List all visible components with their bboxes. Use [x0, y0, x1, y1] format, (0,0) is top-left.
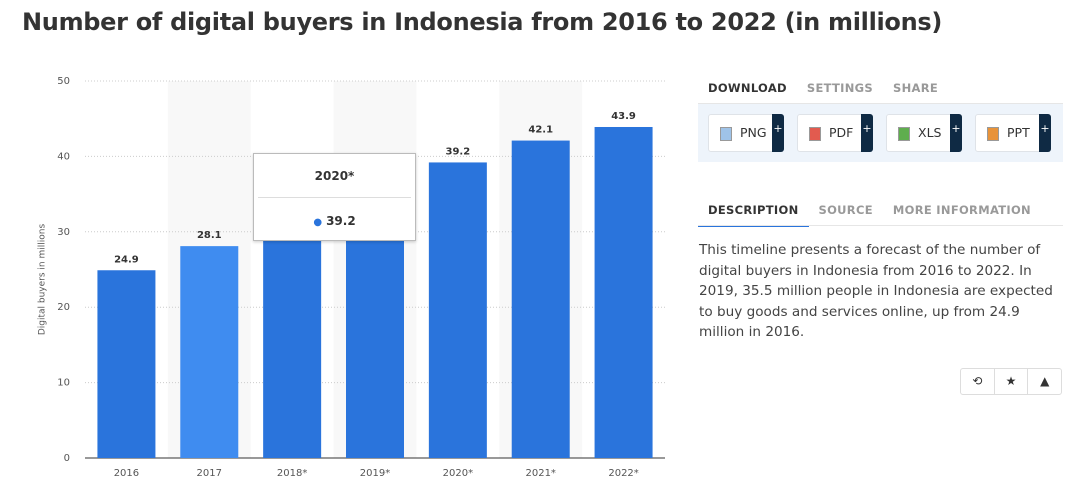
- bar: [263, 218, 322, 458]
- button-label: PPT: [1007, 125, 1030, 140]
- data-label: 39.2: [446, 146, 471, 157]
- bar: [594, 126, 653, 458]
- y-tick-label: 30: [57, 227, 70, 238]
- tooltip-title: 2020*: [314, 169, 355, 183]
- x-tick-label: 2022*: [608, 468, 638, 479]
- tab[interactable]: DOWNLOAD: [698, 81, 797, 105]
- data-label: 43.9: [611, 111, 636, 122]
- info-tabs: DESCRIPTION SOURCE MORE INFORMATION: [698, 203, 1041, 227]
- x-tick-label: 2017: [197, 468, 222, 479]
- xls-button[interactable]: XLS +: [886, 114, 962, 152]
- history-button[interactable]: ⟲: [972, 374, 983, 388]
- page-title: Number of digital buyers in Indonesia fr…: [22, 8, 943, 36]
- tab[interactable]: SHARE: [893, 81, 939, 95]
- tab[interactable]: MORE INFORMATION: [892, 203, 1031, 217]
- png-button[interactable]: PNG +: [708, 114, 784, 152]
- tooltip-separator: [258, 197, 411, 198]
- tooltip-row: ● 39.2: [254, 214, 415, 228]
- plus: +: [950, 114, 962, 152]
- alert-button[interactable]: ▲: [1027, 369, 1061, 394]
- x-tick-label: 2020*: [443, 468, 473, 479]
- data-label: 28.1: [197, 230, 222, 241]
- plus: +: [772, 114, 784, 152]
- chart: 0 10 20 30 40 50 Digital buyers in millions 201…: [38, 76, 665, 479]
- pdf-button[interactable]: PDF +: [797, 114, 873, 152]
- download-tabs: DOWNLOAD SETTINGS SHARE: [698, 81, 948, 105]
- tooltip-dot: ●: [313, 217, 323, 228]
- y-tick-label: 10: [57, 378, 70, 389]
- x-tick-label: 2016: [114, 468, 139, 479]
- plus: +: [861, 114, 873, 152]
- y-tick-label: 50: [57, 76, 70, 87]
- tab[interactable]: DESCRIPTION: [698, 203, 809, 227]
- y-tick-label: 0: [64, 453, 70, 464]
- data-label: 42.1: [528, 125, 553, 136]
- icon: [898, 127, 910, 141]
- y-tick-label: 40: [57, 151, 70, 162]
- ppt-button[interactable]: PPT +: [975, 114, 1051, 152]
- plus: +: [1039, 114, 1051, 152]
- y-tick-label: 20: [57, 302, 70, 313]
- bar: [97, 270, 156, 458]
- tab-underline: [698, 103, 1063, 104]
- button-label: XLS: [918, 125, 942, 140]
- tooltip-value: 39.2: [326, 214, 356, 228]
- bar: [180, 246, 239, 458]
- action-icons: ⟲ ★ ▲: [960, 368, 1062, 395]
- icon: [987, 127, 999, 141]
- bar: [511, 140, 570, 459]
- x-tick-label: 2019*: [360, 468, 390, 479]
- data-label: 24.9: [114, 254, 139, 265]
- download-buttons: PNG + PDF + XLS + PPT +: [698, 104, 1063, 162]
- icon: [720, 127, 732, 141]
- tab[interactable]: SOURCE: [818, 203, 873, 217]
- favorite-button[interactable]: ★: [993, 369, 1028, 394]
- icon: [809, 127, 821, 141]
- description: This timeline presents a forecast of the…: [699, 242, 1053, 340]
- x-tick-label: 2018*: [277, 468, 307, 479]
- x-tick-label: 2021*: [525, 468, 555, 479]
- button-label: PDF: [829, 125, 854, 140]
- tab[interactable]: SETTINGS: [806, 81, 873, 95]
- button-label: PNG: [740, 125, 767, 140]
- y-axis-title: Digital buyers in millions: [38, 224, 48, 336]
- tab-underline: [698, 225, 1063, 226]
- tooltip: 2020* ● 39.2: [253, 153, 416, 241]
- bar: [428, 162, 487, 458]
